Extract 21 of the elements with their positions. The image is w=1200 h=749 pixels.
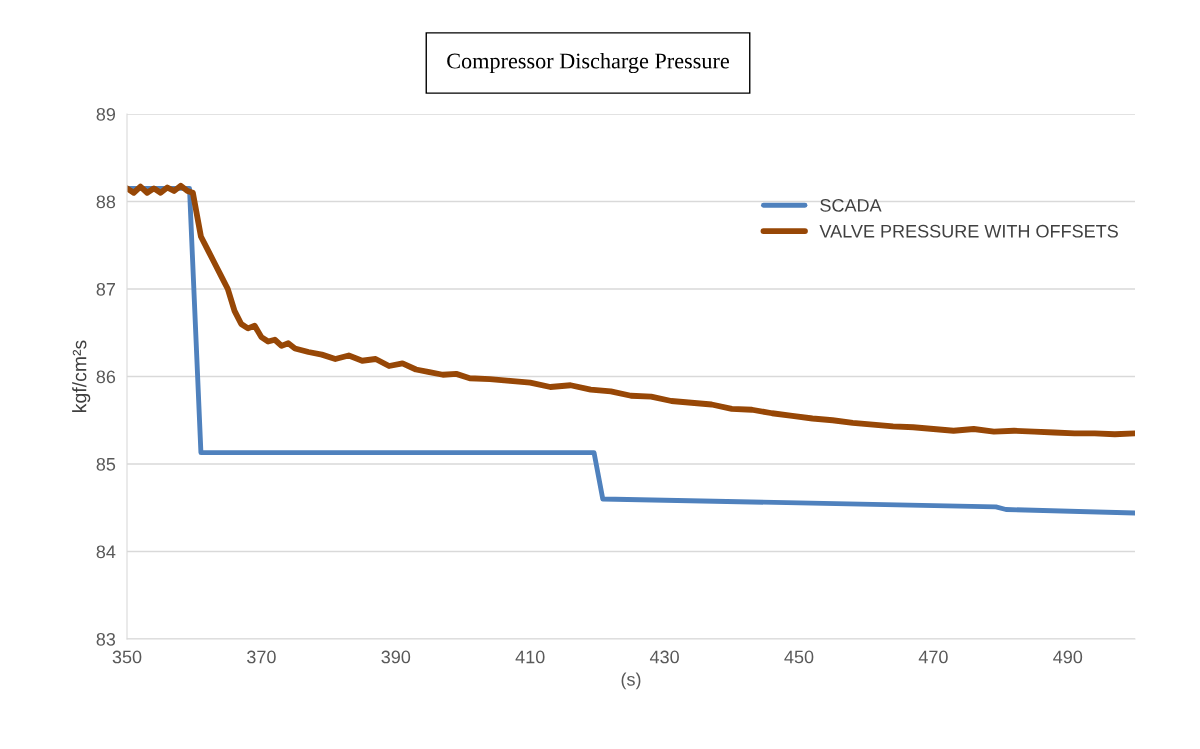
y-tick-label: 88 — [96, 195, 116, 209]
chart-title: Compressor Discharge Pressure — [447, 52, 729, 74]
x-tick-label: 450 — [784, 650, 814, 664]
y-tick-label: 89 — [96, 107, 116, 121]
x-tick-label: 390 — [381, 650, 411, 664]
y-tick-label: 85 — [96, 457, 116, 471]
x-tick-label: 350 — [112, 650, 142, 664]
x-tick-label: 470 — [918, 650, 948, 664]
y-axis-title: kgf/cm²s — [72, 340, 91, 412]
y-tick-label: 84 — [96, 545, 116, 559]
x-axis-title: (s) — [621, 672, 641, 690]
x-tick-label: 370 — [247, 650, 276, 664]
legend-label: SCADA — [820, 198, 882, 212]
x-tick-label: 410 — [515, 650, 545, 664]
y-tick-label: 86 — [96, 370, 116, 384]
x-tick-label: 430 — [649, 650, 679, 664]
y-tick-label: 87 — [96, 282, 115, 296]
legend-label: VALVE PRESSURE WITH OFFSETS — [819, 224, 1118, 238]
line-series — [127, 185, 1135, 516]
x-tick-label: 490 — [1053, 650, 1083, 664]
y-tick-label: 83 — [96, 632, 116, 646]
